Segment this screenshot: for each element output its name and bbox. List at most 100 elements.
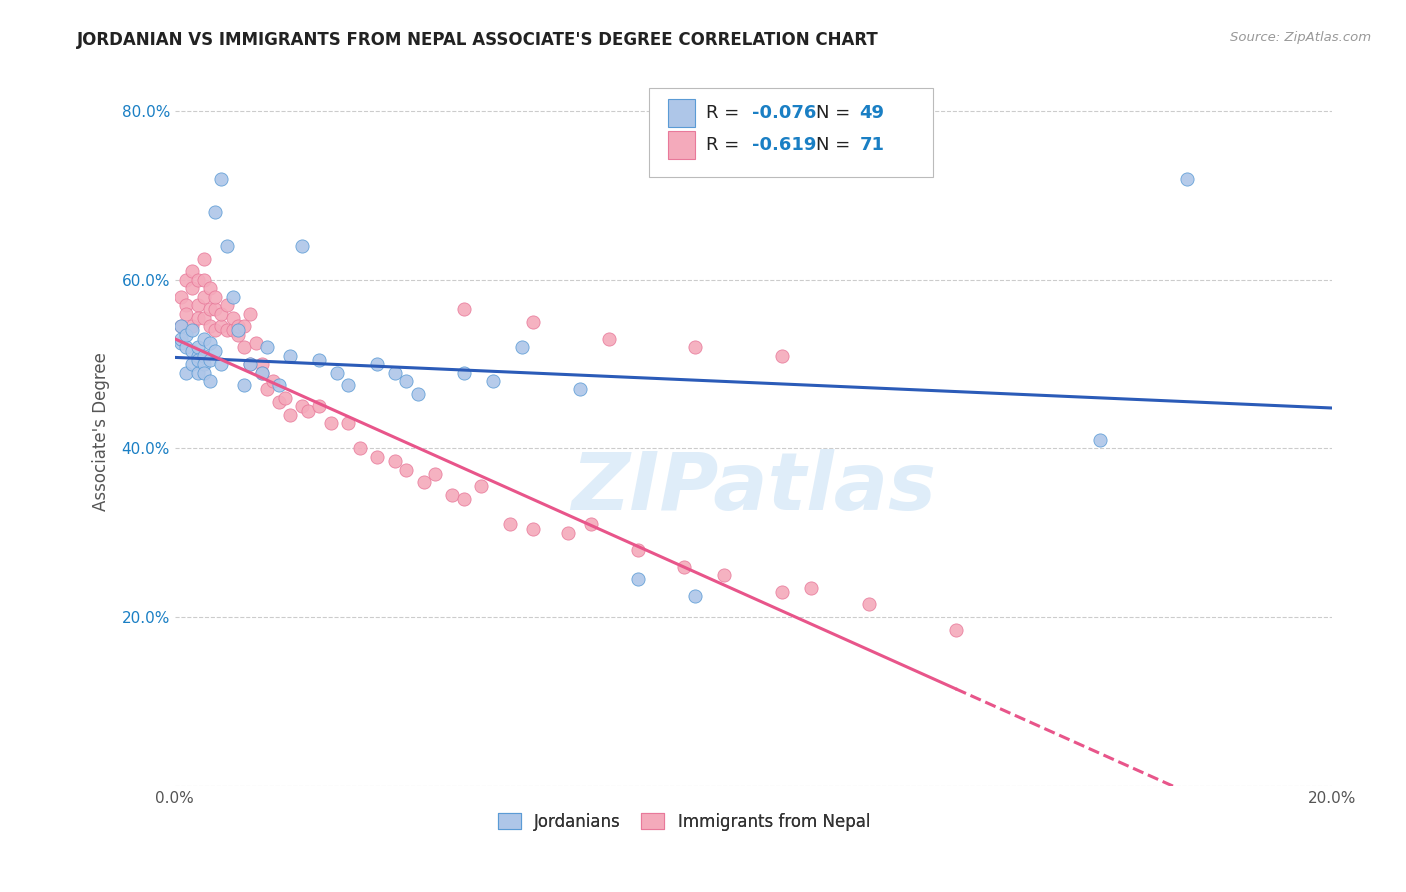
Point [384,366,406,380]
Point [267,395,290,409]
Point [169,290,191,304]
Point [176,298,198,312]
Y-axis label: Associate's Degree: Associate's Degree [93,352,110,511]
Point [297,403,319,417]
FancyBboxPatch shape [650,88,932,177]
Point [581,517,603,532]
Point [198,281,221,295]
Point [262,374,284,388]
Text: JORDANIAN VS IMMIGRANTS FROM NEPAL ASSOCIATE'S DEGREE CORRELATION CHART: JORDANIAN VS IMMIGRANTS FROM NEPAL ASSOC… [77,31,879,49]
Point [245,336,267,351]
Text: N =: N = [815,103,851,122]
Point [233,319,256,334]
Point [169,332,191,346]
Point [239,357,262,371]
Point [366,450,388,464]
Point [499,517,522,532]
Point [453,366,475,380]
Point [395,462,418,476]
Point [326,366,349,380]
Point [198,353,221,368]
Point [187,340,209,354]
FancyBboxPatch shape [668,130,696,159]
Point [291,239,314,253]
Point [193,290,215,304]
Point [228,323,250,337]
Point [204,344,226,359]
Point [198,336,221,351]
Point [337,416,360,430]
Point [482,374,505,388]
Point [228,319,250,334]
Point [176,366,198,380]
Point [193,273,215,287]
Point [470,479,492,493]
Point [204,323,226,337]
Point [239,307,262,321]
Point [337,378,360,392]
Point [193,366,215,380]
Point [187,353,209,368]
Point [181,281,204,295]
Point [800,581,823,595]
Text: R =: R = [706,136,740,153]
Point [713,568,735,582]
Point [181,344,204,359]
Point [672,559,695,574]
Point [423,467,446,481]
Text: 49: 49 [859,103,884,122]
Point [204,302,226,317]
Point [209,357,232,371]
Point [198,302,221,317]
Point [193,252,215,266]
Point [215,298,238,312]
Point [250,366,273,380]
Point [187,273,209,287]
Point [228,327,250,342]
Point [384,454,406,468]
Text: N =: N = [815,136,851,153]
Point [568,383,591,397]
Point [193,310,215,325]
Point [1090,433,1112,447]
Point [193,349,215,363]
Point [215,323,238,337]
Point [169,319,191,334]
Text: R =: R = [706,103,740,122]
Point [280,349,302,363]
Point [1175,171,1198,186]
Point [209,171,232,186]
Point [239,357,262,371]
Point [215,239,238,253]
Point [256,340,278,354]
Point [187,310,209,325]
Point [770,584,793,599]
Point [233,340,256,354]
Point [626,542,648,557]
Point [395,374,418,388]
Text: -0.076: -0.076 [752,103,817,122]
Point [406,386,429,401]
Point [441,488,464,502]
Point [858,598,880,612]
Point [204,290,226,304]
Point [273,391,295,405]
Point [685,340,707,354]
Point [598,332,620,346]
Point [308,400,330,414]
Point [770,349,793,363]
Point [510,340,533,354]
Point [685,589,707,603]
Point [522,522,544,536]
Point [176,307,198,321]
Point [522,315,544,329]
Text: Source: ZipAtlas.com: Source: ZipAtlas.com [1230,31,1371,45]
FancyBboxPatch shape [668,99,696,127]
Point [945,623,967,637]
Point [349,442,371,456]
Point [291,400,314,414]
Point [198,374,221,388]
Point [221,323,243,337]
Text: 71: 71 [859,136,884,153]
Point [256,383,278,397]
